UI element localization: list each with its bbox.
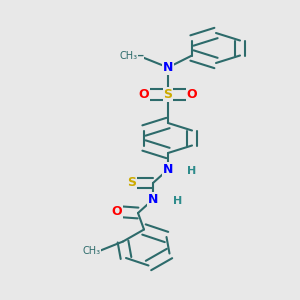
Text: S: S (128, 176, 136, 190)
Text: S: S (164, 88, 172, 101)
Text: CH₃: CH₃ (82, 245, 100, 256)
Text: —: — (132, 50, 144, 61)
Text: O: O (187, 88, 197, 101)
Text: N: N (163, 61, 173, 74)
Text: N: N (163, 163, 173, 176)
Text: H: H (172, 196, 182, 206)
Text: CH₃: CH₃ (120, 50, 138, 61)
Text: H: H (188, 166, 197, 176)
Text: O: O (112, 205, 122, 218)
Text: O: O (139, 88, 149, 101)
Text: N: N (148, 193, 158, 206)
Text: —: — (122, 49, 133, 59)
